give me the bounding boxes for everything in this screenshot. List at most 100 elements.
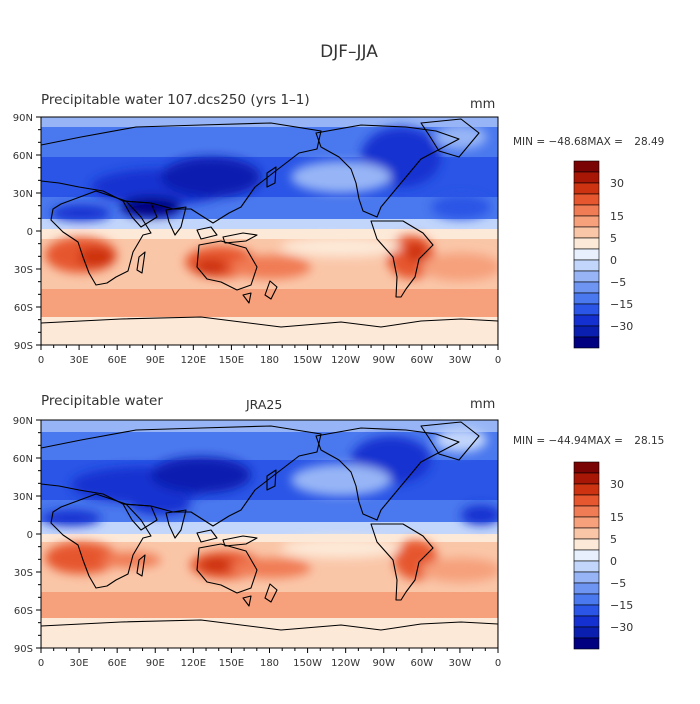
panel-2-colorbar-label: 15 xyxy=(610,511,624,524)
panel-1-colorbar-swatch xyxy=(573,303,600,316)
panel-2-colorbar-swatch xyxy=(573,527,600,540)
panel-1-xtick-label: 60W xyxy=(411,355,434,366)
panel-2-colorbar-label: −5 xyxy=(610,577,626,590)
panel-2-colorbar-label: 0 xyxy=(610,555,617,568)
panel-2-ytick-label: 60N xyxy=(13,454,33,465)
panel-2-colorbar-swatch xyxy=(573,516,600,529)
panel-2-xtick-label: 180 xyxy=(260,658,279,669)
panel-2-colorbar-swatch xyxy=(573,505,600,518)
panel-2-ytick-label: 30S xyxy=(14,568,33,579)
panel-1-ytick-label: 30S xyxy=(14,265,33,276)
panel-1-xtick-label: 120E xyxy=(181,355,206,366)
panel-1-xtick-label: 0 xyxy=(38,355,44,366)
panel-1-xtick-label: 30W xyxy=(449,355,472,366)
panel-2-xtick-label: 0 xyxy=(495,658,501,669)
panel-1-colorbar-swatch xyxy=(573,171,600,184)
panel-2-ticks: 90N 60N 30N 0 30S 60S 90S 0 30E 60E 90E 120E 150E 180… xyxy=(13,416,501,669)
panel-2-colorbar-swatch xyxy=(573,582,600,595)
panel-1-colorbar-label: 15 xyxy=(610,210,624,223)
panel-2-colorbar-swatch xyxy=(573,461,600,474)
panel-1-title: Precipitable water 107.dcs250 (yrs 1–1) xyxy=(41,92,310,108)
panel-2-colorbar-swatch xyxy=(573,615,600,628)
panel-2-ytick-label: 90N xyxy=(13,416,33,427)
panel-2-min-label: MIN = xyxy=(513,435,548,447)
panel-2-colorbar-swatch xyxy=(573,494,600,507)
panel-2-units: mm xyxy=(470,397,495,412)
panel-2-xtick-label: 120E xyxy=(181,658,206,669)
panel-2-colorbar: 30 15 5 0 −5 −15 −30 xyxy=(573,461,633,650)
panel-1-colorbar-label: −15 xyxy=(610,298,633,311)
panel-2-max-label: MAX = xyxy=(587,435,626,447)
panel-1-colorbar-label: −30 xyxy=(610,320,633,333)
panel-1-colorbar-label: 30 xyxy=(610,177,624,190)
page-title: DJF–JJA xyxy=(320,42,378,62)
panel-2-colorbar-swatch xyxy=(573,593,600,606)
panel-2-colorbar-swatch xyxy=(573,549,600,562)
panel-2-ytick-label: 30N xyxy=(13,492,33,503)
panel-2-ytick-label: 0 xyxy=(27,530,33,541)
panel-1-colorbar-swatch xyxy=(573,325,600,338)
panel-1-colorbar-swatch xyxy=(573,237,600,250)
panel-1-xtick-label: 30E xyxy=(70,355,89,366)
panel-2-ytick-label: 90S xyxy=(14,644,33,655)
panel-2: Precipitable water JRA25 mm 90N60N30N030… xyxy=(13,393,665,669)
panel-1-ticks: 90N 60N 30N 0 30S 60S 90S 0 30E 60E 90E 120E 150E 180… xyxy=(13,113,501,366)
panel-1-map xyxy=(41,117,501,345)
panel-1-xtick-label: 90W xyxy=(372,355,395,366)
panel-2-colorbar-swatch xyxy=(573,472,600,485)
panel-1-colorbar-swatch xyxy=(573,336,600,349)
panel-1-colorbar: 30 15 5 0 −5 −15 −30 xyxy=(573,160,633,349)
panel-2-field xyxy=(41,420,501,648)
panel-1-xtick-label: 150W xyxy=(293,355,322,366)
panel-1-ytick-label: 60S xyxy=(14,303,33,314)
panel-2-ytick-label: 60S xyxy=(14,606,33,617)
panel-2-colorbar-swatch xyxy=(573,538,600,551)
panel-1-ytick-label: 90N xyxy=(13,113,33,124)
panel-2-colorbar-label: −15 xyxy=(610,599,633,612)
panel-1-colorbar-swatch xyxy=(573,314,600,327)
panel-2-xtick-label: 30W xyxy=(449,658,472,669)
panel-2-colorbar-swatch xyxy=(573,637,600,650)
panel-2-xtick-label: 30E xyxy=(70,658,89,669)
panel-1-max-label: MAX = xyxy=(587,136,626,148)
panel-2-xtick-label: 90E xyxy=(146,658,165,669)
panel-1-xtick-label: 0 xyxy=(495,355,501,366)
panel-1-stats: MIN = −48.68MAX = 28.49 xyxy=(513,136,664,148)
panel-2-xtick-label: 150E xyxy=(219,658,244,669)
panel-1-units: mm xyxy=(470,97,495,112)
panel-1-colorbar-swatch xyxy=(573,281,600,294)
panel-2-max-value: 28.15 xyxy=(634,435,664,447)
panel-1-colorbar-swatch xyxy=(573,226,600,239)
panel-1: Precipitable water 107.dcs250 (yrs 1–1) … xyxy=(13,92,665,366)
panel-2-stats: MIN = −44.94MAX = 28.15 xyxy=(513,435,664,447)
panel-1-xtick-label: 180 xyxy=(260,355,279,366)
panel-1-xtick-label: 90E xyxy=(146,355,165,366)
panel-2-subtitle: JRA25 xyxy=(245,397,282,412)
panel-2-colorbar-swatch xyxy=(573,626,600,639)
panel-2-colorbar-swatch xyxy=(573,560,600,573)
panel-2-colorbar-swatch xyxy=(573,571,600,584)
panel-1-ytick-label: 0 xyxy=(27,227,33,238)
panel-1-colorbar-label: 5 xyxy=(610,232,617,245)
panel-2-colorbar-label: 5 xyxy=(610,533,617,546)
panel-1-min-label: MIN = xyxy=(513,136,548,148)
panel-1-colorbar-swatch xyxy=(573,215,600,228)
panel-1-max-value: 28.49 xyxy=(634,136,664,148)
panel-1-min-value: −48.68 xyxy=(548,136,587,148)
panel-2-xtick-label: 120W xyxy=(331,658,360,669)
panel-1-colorbar-swatch xyxy=(573,270,600,283)
panel-1-colorbar-label: 0 xyxy=(610,254,617,267)
panel-2-colorbar-swatch xyxy=(573,604,600,617)
panel-2-title: Precipitable water xyxy=(41,393,163,409)
panel-2-colorbar-label: 30 xyxy=(610,478,624,491)
panel-1-colorbar-swatch xyxy=(573,204,600,217)
panel-1-field xyxy=(41,117,501,345)
panel-2-xtick-label: 60W xyxy=(411,658,434,669)
panel-1-colorbar-swatch xyxy=(573,248,600,261)
panel-2-map xyxy=(41,420,501,648)
panel-2-xtick-label: 90W xyxy=(372,658,395,669)
panel-2-colorbar-label: −30 xyxy=(610,621,633,634)
panel-2-min-value: −44.94 xyxy=(548,435,587,447)
panel-1-colorbar-swatch xyxy=(573,160,600,173)
